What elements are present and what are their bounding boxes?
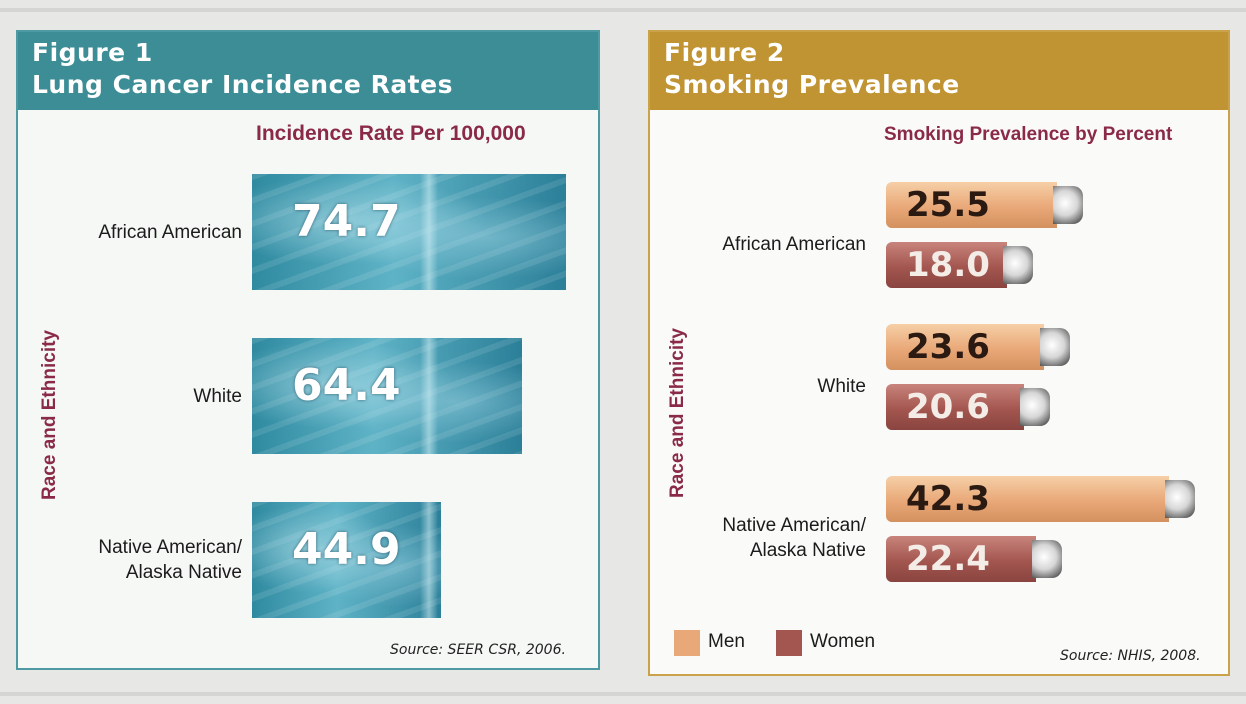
cigarette-filter — [886, 536, 1036, 582]
cigarette-filter — [886, 384, 1024, 430]
cigarette-ash-tip — [1053, 186, 1083, 224]
legend-label-men: Men — [708, 631, 745, 652]
figure-1-header: Figure 1 Lung Cancer Incidence Rates — [18, 32, 598, 110]
cigarette-bar-men: 25.5 — [886, 182, 1083, 228]
category-label: African American — [98, 221, 242, 243]
bar-value-label: 44.9 — [292, 524, 401, 575]
figure-2-title: Smoking Prevalence — [664, 70, 960, 99]
figure-2-source: Source: NHIS, 2008. — [1060, 648, 1201, 664]
cigarette-ash-tip — [1020, 388, 1050, 426]
figure-2-number: Figure 2 — [664, 38, 785, 67]
cigarette-bar-women: 22.4 — [886, 536, 1062, 582]
bar-value-label: 18.0 — [906, 245, 990, 285]
figure-2-chart-title: Smoking Prevalence by Percent — [884, 124, 1173, 145]
category-label: White — [817, 375, 866, 397]
bar-value-label: 42.3 — [906, 479, 990, 519]
cigarette-bar-men: 23.6 — [886, 324, 1070, 370]
cigarette-ash-tip — [1003, 246, 1033, 284]
cigarette-ash-tip — [1032, 540, 1062, 578]
category-label: Native American/Alaska Native — [722, 515, 866, 561]
legend-swatch-women — [776, 630, 802, 656]
bar-value-label: 22.4 — [906, 539, 990, 579]
x-ray-spine — [420, 502, 438, 618]
figure-1-source: Source: SEER CSR, 2006. — [390, 642, 566, 658]
x-ray-spine — [420, 174, 438, 290]
cigarette-filter — [886, 242, 1007, 288]
figure-2-y-axis-label: Race and Ethnicity — [667, 328, 688, 498]
x-ray-spine — [420, 338, 438, 454]
bar-value-label: 23.6 — [906, 327, 990, 367]
figure-1-chart-title: Incidence Rate Per 100,000 — [256, 122, 526, 145]
figure-1-title: Lung Cancer Incidence Rates — [32, 70, 453, 99]
figure-1-y-axis-label: Race and Ethnicity — [39, 330, 60, 500]
bar-value-label: 74.7 — [292, 196, 401, 247]
figure-1-panel: Figure 1 Lung Cancer Incidence Rates Inc… — [16, 30, 600, 670]
cigarette-ash-tip — [1040, 328, 1070, 366]
figure-1-number: Figure 1 — [32, 38, 153, 67]
figure-2-header: Figure 2 Smoking Prevalence — [650, 32, 1228, 110]
cigarette-bar-women: 18.0 — [886, 242, 1033, 288]
category-label: Native American/Alaska Native — [98, 537, 242, 583]
bar-value-label: 64.4 — [292, 360, 401, 411]
category-label: African American — [722, 233, 866, 255]
incidence-bar: 74.7 — [252, 174, 566, 290]
cigarette-ash-tip — [1165, 480, 1195, 518]
cigarette-filter — [886, 324, 1044, 370]
legend-label-women: Women — [810, 631, 876, 652]
bar-value-label: 25.5 — [906, 185, 990, 225]
cigarette-filter — [886, 182, 1057, 228]
incidence-bar: 44.9 — [252, 502, 441, 618]
legend-swatch-men — [674, 630, 700, 656]
category-label: White — [193, 385, 242, 407]
cigarette-bar-men: 42.3 — [886, 476, 1195, 522]
incidence-bar: 64.4 — [252, 338, 522, 454]
cigarette-bar-women: 20.6 — [886, 384, 1050, 430]
figure-2-panel: Figure 2 Smoking Prevalence Smoking Prev… — [648, 30, 1230, 676]
bar-value-label: 20.6 — [906, 387, 990, 427]
cigarette-filter — [886, 476, 1169, 522]
